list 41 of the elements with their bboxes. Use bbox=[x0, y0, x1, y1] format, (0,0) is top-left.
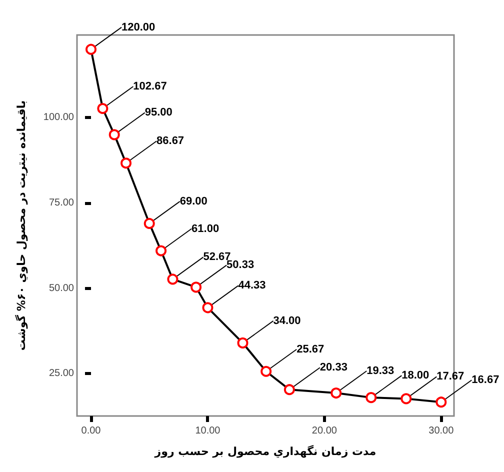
y-tick-label: 100.00 bbox=[43, 112, 74, 124]
data-label: 69.00 bbox=[180, 195, 208, 208]
point bbox=[284, 384, 295, 396]
point bbox=[97, 103, 108, 114]
data-label: 25.67 bbox=[296, 343, 324, 356]
point bbox=[167, 274, 178, 285]
data-label: 34.00 bbox=[273, 314, 301, 327]
data-label: 95.00 bbox=[144, 106, 172, 119]
point bbox=[156, 245, 167, 256]
data-label: 61.00 bbox=[192, 222, 220, 235]
data-label: 86.67 bbox=[156, 135, 184, 148]
data-label: 44.33 bbox=[238, 280, 266, 292]
y-tick-label: 75.00 bbox=[48, 197, 74, 208]
data-label: 20.33 bbox=[320, 362, 348, 374]
point bbox=[86, 44, 97, 55]
point bbox=[144, 218, 155, 229]
point bbox=[120, 158, 132, 169]
data-label: 16.67 bbox=[472, 374, 500, 386]
point bbox=[108, 129, 120, 140]
data-label: 17.67 bbox=[436, 370, 464, 383]
data-label: 102.67 bbox=[133, 80, 167, 93]
x-axis-title: مدت زمان نگهداري محصول بر حسب روز bbox=[154, 445, 376, 458]
data-label: 18.00 bbox=[402, 370, 430, 382]
data-label: 19.33 bbox=[366, 365, 394, 378]
x-tick-label: 0.00 bbox=[81, 426, 102, 436]
point bbox=[202, 302, 214, 314]
data-label: 50.33 bbox=[226, 259, 254, 272]
x-tick-label: 20.00 bbox=[312, 426, 338, 436]
point bbox=[400, 393, 412, 404]
point bbox=[190, 282, 202, 293]
x-tick-label: 30.00 bbox=[428, 426, 454, 436]
point bbox=[237, 337, 248, 348]
point bbox=[260, 366, 272, 377]
y-axis-title: باقيمانده نيتريت در محصول حاوي ۶۰% گوشت bbox=[15, 100, 28, 351]
y-tick-label: 50.00 bbox=[48, 282, 74, 294]
point bbox=[330, 388, 342, 399]
point bbox=[436, 396, 447, 408]
y-tick-label: 25.00 bbox=[48, 368, 74, 380]
x-tick-label: 10.00 bbox=[195, 426, 221, 436]
data-label: 120.00 bbox=[122, 21, 156, 34]
point bbox=[366, 392, 377, 404]
